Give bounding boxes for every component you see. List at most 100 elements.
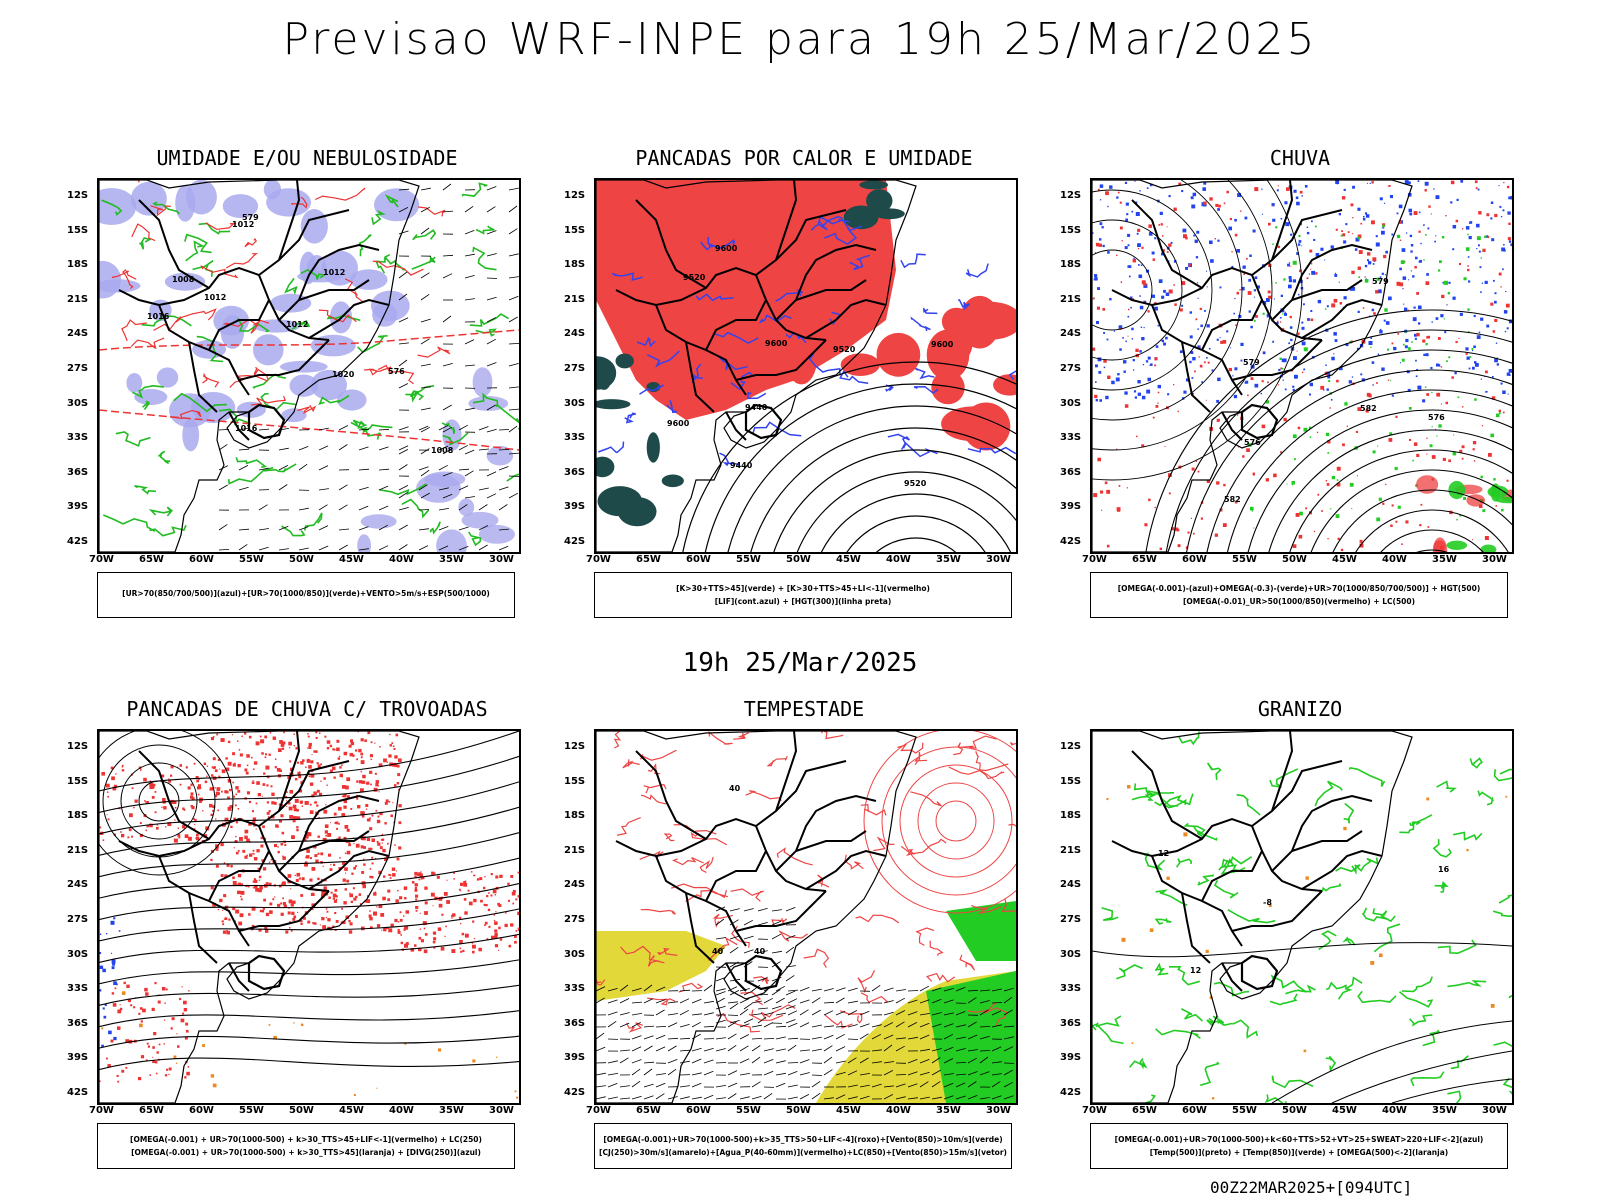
- lat-tick-label: 15S: [67, 224, 89, 236]
- weather-map: 40 40 40: [594, 729, 1018, 1105]
- contour-label: 9520: [683, 273, 706, 282]
- lat-tick-label: 18S: [1060, 259, 1082, 271]
- contour-label: 9600: [765, 339, 788, 348]
- contour-label: 1012: [286, 320, 308, 329]
- lon-tick-label: 45W: [339, 1105, 364, 1116]
- lat-tick-label: 36S: [1060, 466, 1082, 478]
- lon-tick-label: 35W: [1432, 1105, 1457, 1116]
- lat-tick-label: 12S: [67, 741, 89, 752]
- contour-label: 576: [1428, 413, 1445, 422]
- lat-tick-label: 21S: [67, 293, 89, 305]
- lon-tick-label: 70W: [1082, 1105, 1107, 1116]
- lat-tick-label: 27S: [1060, 914, 1082, 925]
- contour-label: 579: [1372, 277, 1389, 286]
- lon-tick-label: 35W: [439, 554, 464, 565]
- contour-label: 40: [712, 947, 724, 956]
- lat-tick-label: 15S: [1060, 224, 1082, 236]
- lat-tick-label: 42S: [67, 1087, 89, 1098]
- panel-title: UMIDADE E/OU NEBULOSIDADE: [156, 146, 458, 170]
- lon-tick-label: 70W: [89, 1105, 114, 1116]
- contour-label: 9440: [745, 403, 768, 412]
- map-graphic: -8 12 12 16: [1092, 731, 1512, 1103]
- contour-label: 582: [1360, 404, 1377, 413]
- contour-label: 576: [388, 367, 405, 376]
- lat-tick-label: 30S: [1060, 948, 1082, 960]
- lon-tick-label: 70W: [1082, 554, 1107, 565]
- lat-tick-label: 39S: [564, 1052, 586, 1064]
- lat-tick-label: 42S: [67, 536, 89, 547]
- legend-line: [OMEGA(-0.001)+UR>70(1000-500)+k>35_TTS>…: [603, 1135, 1003, 1144]
- legend-line: [OMEGA(-0.001)-(azul)+OMEGA(-0.3)-(verde…: [1117, 584, 1481, 593]
- lat-tick-label: 21S: [564, 844, 586, 856]
- weather-map: 1012 1008 1012 1012 1016 1012 1016 1020 1008 576 5…: [97, 178, 521, 554]
- lat-tick-label: 42S: [1060, 536, 1082, 547]
- lon-tick-label: 45W: [1332, 1105, 1357, 1116]
- lon-tick-label: 40W: [886, 554, 911, 565]
- lon-tick-label: 65W: [636, 554, 661, 565]
- lon-tick-label: 40W: [389, 554, 414, 565]
- legend-line: [K>30+TTS>45](verde) + [K>30+TTS>45+LI<-…: [676, 584, 930, 593]
- lon-tick-label: 40W: [1382, 554, 1407, 565]
- lon-tick-label: 50W: [1282, 1105, 1307, 1116]
- contour-label: 579: [242, 213, 259, 222]
- legend-line: [CJ(250)>30m/s](amarelo)+[Agua_P(40-60mm…: [599, 1148, 1007, 1157]
- contour-label: 576: [1244, 438, 1261, 447]
- contour-label: 9600: [715, 244, 738, 253]
- contour-label: 1008: [431, 446, 454, 455]
- lat-tick-label: 36S: [1060, 1017, 1082, 1029]
- lon-tick-label: 65W: [139, 554, 164, 565]
- panel-legend: [OMEGA(-0.001)-(azul)+OMEGA(-0.3)-(verde…: [1090, 572, 1508, 618]
- legend-line: [LIF](cont.azul) + [HGT(300)](linha pret…: [714, 597, 892, 606]
- legend-line: [OMEGA(-0.001) + UR>70(1000-500) + k>30_…: [131, 1148, 481, 1157]
- lat-tick-label: 12S: [564, 741, 586, 752]
- contour-label: 1020: [332, 370, 355, 379]
- lon-tick-label: 40W: [886, 1105, 911, 1116]
- lat-tick-label: 42S: [564, 1087, 586, 1098]
- lat-tick-label: 33S: [564, 432, 586, 444]
- lon-tick-label: 30W: [986, 554, 1011, 565]
- lat-tick-label: 30S: [1060, 397, 1082, 409]
- lat-tick-label: 33S: [67, 432, 89, 444]
- contour-label: 40: [754, 947, 766, 956]
- lon-tick-label: 40W: [389, 1105, 414, 1116]
- lat-tick-label: 39S: [1060, 1052, 1082, 1064]
- lon-tick-label: 40W: [1382, 1105, 1407, 1116]
- lon-tick-label: 50W: [1282, 554, 1307, 565]
- lat-tick-label: 12S: [564, 190, 586, 201]
- lon-tick-label: 60W: [189, 554, 214, 565]
- lon-tick-label: 65W: [139, 1105, 164, 1116]
- weather-map: -8 12 12 16: [1090, 729, 1514, 1105]
- lat-tick-label: 24S: [564, 879, 586, 891]
- lat-tick-label: 36S: [564, 1017, 586, 1029]
- panel-title: TEMPESTADE: [743, 697, 865, 721]
- legend-line: [Temp(500)](preto) + [Temp(850)](verde) …: [1149, 1148, 1449, 1157]
- lon-tick-label: 55W: [1232, 554, 1257, 565]
- contour-label: 579: [1243, 358, 1260, 367]
- lon-tick-label: 50W: [289, 1105, 314, 1116]
- lat-tick-label: 30S: [67, 397, 89, 409]
- lon-tick-label: 70W: [586, 554, 611, 565]
- lat-tick-label: 39S: [1060, 501, 1082, 513]
- page-title: Previsao WRF-INPE para 19h 25/Mar/2025: [282, 14, 1318, 65]
- contour-label: 1012: [323, 268, 345, 277]
- lat-tick-label: 33S: [67, 983, 89, 995]
- panel-title: PANCADAS POR CALOR E UMIDADE: [635, 146, 973, 170]
- lon-tick-label: 30W: [1482, 1105, 1507, 1116]
- lat-tick-label: 24S: [1060, 328, 1082, 340]
- lat-tick-label: 21S: [67, 844, 89, 856]
- lon-tick-label: 45W: [836, 554, 861, 565]
- panel-legend: [OMEGA(-0.001) + UR>70(1000-500) + k>30_…: [97, 1123, 515, 1169]
- lon-tick-label: 65W: [1132, 1105, 1157, 1116]
- weather-map: 582 582 579 576 576 579: [1090, 178, 1514, 554]
- lon-tick-label: 70W: [586, 1105, 611, 1116]
- lat-tick-label: 12S: [1060, 741, 1082, 752]
- lat-tick-label: 18S: [564, 259, 586, 271]
- lat-tick-label: 18S: [564, 810, 586, 822]
- legend-line: [UR>70(850/700/500)](azul)+[UR>70(1000/8…: [122, 589, 490, 598]
- map-graphic: [99, 731, 519, 1103]
- lat-tick-label: 30S: [67, 948, 89, 960]
- lon-tick-label: 35W: [936, 1105, 961, 1116]
- run-info-footer: 00Z22MAR2025+[094UTC]: [1210, 1178, 1413, 1197]
- lat-tick-label: 33S: [1060, 983, 1082, 995]
- lat-tick-label: 21S: [1060, 844, 1082, 856]
